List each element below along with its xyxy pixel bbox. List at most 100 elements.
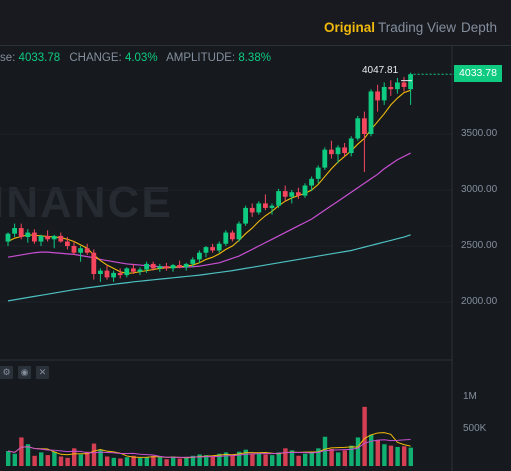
candle-body (104, 270, 110, 278)
volume-bar (329, 449, 334, 466)
change-value: 4.03% (124, 52, 158, 64)
candle-body (249, 207, 255, 213)
volume-bar (65, 457, 70, 466)
volume-bar (388, 445, 394, 466)
volume-bar (243, 449, 248, 466)
volume-bar (303, 453, 308, 466)
close-value: 4033.78 (18, 52, 61, 64)
candle-body (388, 86, 394, 90)
ma7-line (7, 89, 411, 274)
candle-body (190, 259, 196, 264)
candle-body (210, 247, 215, 251)
close-label: se: (0, 52, 16, 64)
candle-body (315, 167, 321, 179)
volume-bar (276, 452, 281, 466)
candle-body (150, 263, 156, 269)
volume-bar (131, 455, 136, 466)
volume-bar (6, 451, 11, 466)
tab-trading-view[interactable]: Trading View (378, 20, 457, 35)
candle-body (395, 82, 400, 90)
volume-bar (210, 456, 215, 466)
volume-bar (118, 458, 123, 466)
candle-body (84, 248, 90, 253)
volume-bar (25, 444, 31, 466)
candle-body (342, 147, 347, 154)
candle-body (131, 268, 136, 272)
volume-bar (316, 448, 321, 466)
candle-body (25, 232, 31, 238)
volume-bar (382, 444, 387, 466)
volume-bar (78, 454, 83, 466)
candle-body (408, 74, 413, 90)
candle-body (117, 272, 123, 276)
volume-bar (105, 456, 110, 466)
candlestick-chart[interactable]: INANCE se: 4033.78 CHANGE: 4.03% AMPLITU… (0, 45, 511, 471)
chart-canvas[interactable] (0, 46, 511, 471)
candle-body (236, 223, 242, 240)
volume-bar (362, 406, 367, 466)
candle-body (177, 265, 182, 268)
volume-bar (283, 448, 288, 466)
volume-bar (270, 455, 275, 466)
volume-bar (296, 455, 301, 466)
volume-bar (289, 450, 295, 466)
candle-body (78, 248, 83, 253)
volume-bar (375, 440, 380, 466)
candle-body (183, 263, 189, 268)
candle-body (282, 191, 288, 197)
gear-icon[interactable]: ⚙ (0, 366, 13, 379)
volume-bar (197, 454, 202, 466)
candle-body (203, 247, 209, 253)
volume-bar (190, 455, 196, 466)
candle-body (45, 235, 50, 240)
candle-body (362, 118, 367, 134)
volume-bar (408, 447, 413, 466)
volume-bar (342, 450, 347, 466)
change-label: CHANGE: (69, 52, 122, 64)
eye-icon[interactable]: ◉ (18, 366, 31, 379)
volume-bar (45, 455, 50, 466)
volume-bar (171, 456, 176, 466)
candle-body (263, 203, 268, 208)
candle-body (58, 235, 64, 242)
volume-bar (395, 446, 400, 466)
candle-body (401, 82, 407, 87)
candle-body (157, 266, 163, 269)
candle-body (243, 207, 248, 224)
candle-body (223, 232, 229, 244)
volume-bar (223, 452, 229, 466)
candle-body (32, 232, 37, 242)
price-axis-tick: 2500.00 (461, 240, 498, 251)
candle-body (230, 232, 235, 240)
tab-original[interactable]: Original (324, 20, 376, 35)
volume-bar (184, 457, 189, 466)
volume-bar (144, 457, 149, 466)
volume-bar (32, 455, 37, 466)
watermark-logo: INANCE (0, 178, 173, 227)
tab-depth[interactable]: Depth (461, 20, 498, 35)
volume-bar (177, 458, 182, 466)
volume-bar (204, 455, 209, 466)
volume-bar (355, 437, 361, 466)
candle-body (355, 118, 361, 139)
volume-bar (157, 457, 163, 466)
volume-bar (124, 457, 130, 466)
volume-bar (250, 453, 255, 466)
volume-bar (369, 434, 374, 466)
candle-body (5, 233, 11, 242)
close-icon[interactable]: ✕ (36, 366, 49, 379)
volume-bar (402, 446, 407, 466)
candle-body (124, 268, 130, 276)
ohlc-info-bar: se: 4033.78 CHANGE: 4.03% AMPLITUDE: 8.3… (0, 52, 277, 64)
chart-view-tabs: Original Trading View Depth (0, 0, 511, 44)
candle-body (98, 270, 103, 274)
amplitude-value: 8.38% (238, 52, 271, 64)
candle-body (216, 243, 222, 251)
candle-body (256, 203, 262, 213)
volume-ma10-line (7, 439, 411, 458)
candle-body (197, 252, 202, 260)
candle-body (309, 178, 314, 186)
volume-bar (256, 453, 262, 466)
candle-body (269, 205, 275, 208)
ma99-line (7, 234, 411, 302)
